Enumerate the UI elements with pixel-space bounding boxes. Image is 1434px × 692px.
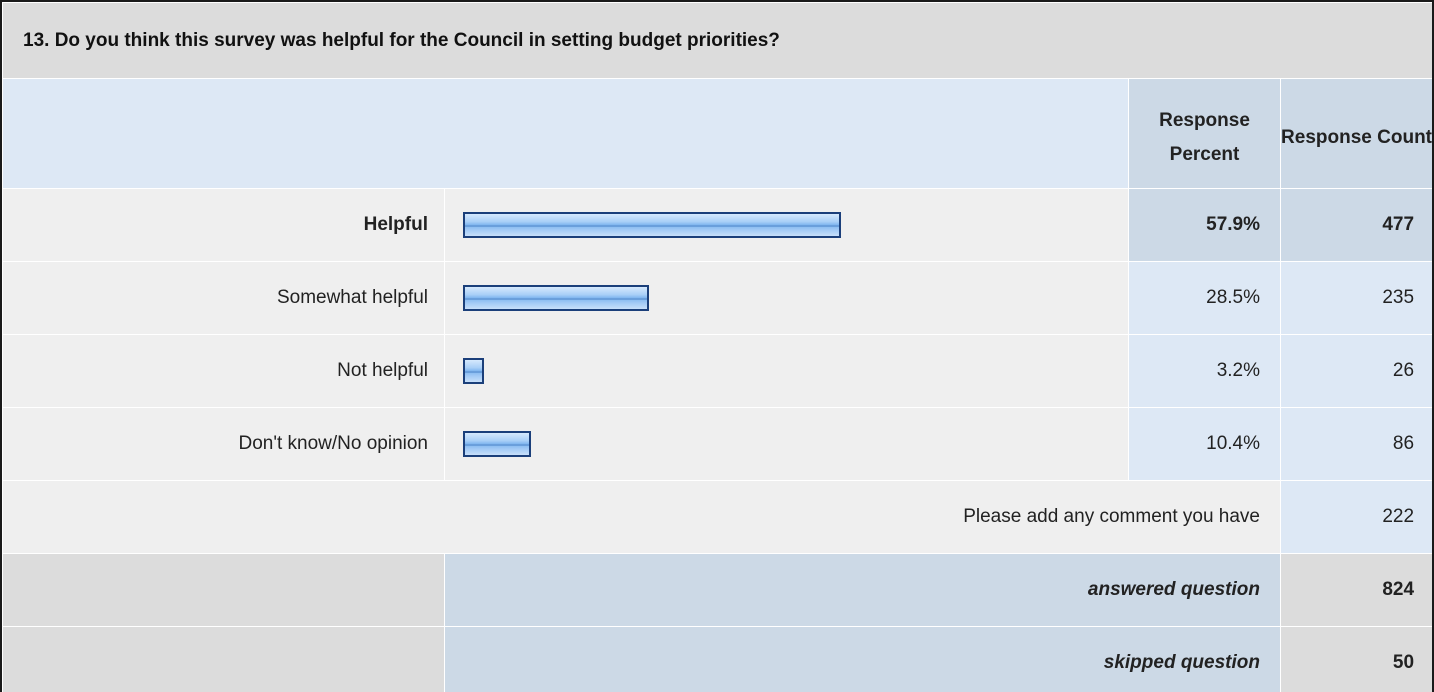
response-bar [463,358,484,384]
bar-cell [444,407,1129,481]
answer-row: Helpful 57.9% 477 [2,188,1432,262]
response-percent: 28.5% [1128,261,1281,335]
skipped-count: 50 [1279,626,1432,692]
response-count: 235 [1279,261,1432,335]
answer-label: Somewhat helpful [2,261,445,335]
bar-cell [444,188,1129,262]
skipped-label: skipped question [444,626,1281,692]
answered-blank [2,553,445,627]
response-count-header: Response Count [1279,78,1432,189]
response-count: 26 [1279,334,1432,408]
response-count: 477 [1279,188,1432,262]
question-title: 13. Do you think this survey was helpful… [2,2,1432,79]
comment-label: Please add any comment you have [2,480,1281,554]
answer-label: Don't know/No opinion [2,407,445,481]
bar-cell [444,261,1129,335]
response-bar [463,431,531,457]
answered-count: 824 [1279,553,1432,627]
header-row: Response Percent Response Count [2,78,1432,189]
response-bar [463,212,841,238]
response-percent: 3.2% [1128,334,1281,408]
response-percent: 10.4% [1128,407,1281,481]
skipped-blank [2,626,445,692]
answer-label: Not helpful [2,334,445,408]
response-percent: 57.9% [1128,188,1281,262]
response-bar [463,285,649,311]
bar-cell [444,334,1129,408]
response-count: 86 [1279,407,1432,481]
answered-label: answered question [444,553,1281,627]
answer-row: Not helpful 3.2% 26 [2,334,1432,408]
header-blank [2,78,1129,189]
answer-row: Don't know/No opinion 10.4% 86 [2,407,1432,481]
question-title-row: 13. Do you think this survey was helpful… [2,2,1432,79]
skipped-row: skipped question 50 [2,626,1432,692]
comment-count: 222 [1279,480,1432,554]
answer-row: Somewhat helpful 28.5% 235 [2,261,1432,335]
answered-row: answered question 824 [2,553,1432,627]
answer-label: Helpful [2,188,445,262]
response-percent-header: Response Percent [1128,78,1281,189]
comment-row: Please add any comment you have 222 [2,480,1432,554]
